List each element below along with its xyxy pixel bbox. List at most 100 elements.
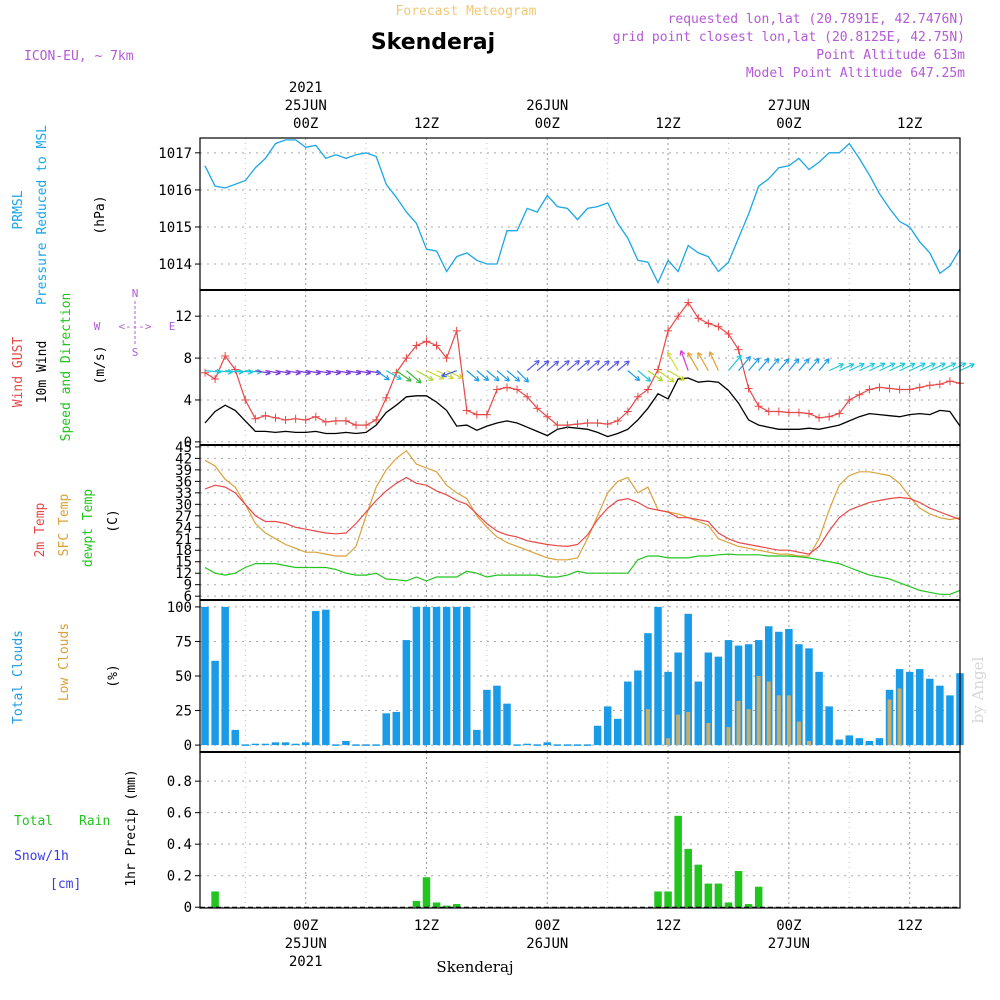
arrow-head-2 <box>709 351 714 356</box>
arrow-shaft <box>426 370 445 380</box>
arrow-shaft <box>516 370 529 383</box>
arrow-shaft <box>680 350 689 371</box>
precip-rain-label: Rain <box>79 814 110 829</box>
wind-direction-arrow <box>768 358 780 372</box>
arrow-head-2 <box>483 378 489 382</box>
wind-gust-marker <box>794 408 803 417</box>
arrow-shaft <box>405 370 422 384</box>
rain-bar <box>442 905 451 908</box>
wind-direction-arrow <box>687 352 699 371</box>
total-cloud-bar <box>261 743 270 746</box>
ytick-label-temperature: 12 <box>175 566 192 582</box>
total-cloud-bar <box>915 669 924 746</box>
arrow-head-1 <box>604 360 610 363</box>
total-cloud-bar <box>664 671 672 746</box>
wind-direction-arrow <box>838 362 855 372</box>
ytick-label-temperature: 42 <box>175 451 192 467</box>
arrow-head-1 <box>430 375 434 381</box>
wind-direction-arrow <box>667 370 685 381</box>
total-cloud-bar <box>905 671 914 746</box>
rain-bar <box>412 900 421 908</box>
wind-gust-marker <box>271 413 280 422</box>
arrow-shaft <box>687 352 699 371</box>
wind-gust-marker <box>583 419 592 428</box>
total-cloud-bar <box>654 606 662 746</box>
arrow-head-2 <box>406 379 412 382</box>
arrow-shaft <box>385 370 402 380</box>
precip-labels: Total Rain Snow/1h [cm] 1hr Precip (mm) <box>14 769 139 892</box>
total-cloud-bar <box>281 742 290 746</box>
wind-gust-marker <box>492 385 501 394</box>
total-cloud-bar <box>694 681 703 746</box>
total-cloud-bar <box>603 706 612 746</box>
arrow-head-1 <box>803 358 810 362</box>
wind-direction-arrow <box>818 358 830 372</box>
arrow-head-2 <box>757 357 760 364</box>
total-cloud-bar <box>815 671 823 746</box>
arrow-head-2 <box>325 372 331 376</box>
wind-direction-arrow <box>607 360 620 372</box>
wind-direction-arrow <box>405 370 422 384</box>
wind-direction-arrow <box>869 362 886 372</box>
wind-gust-marker <box>774 407 783 416</box>
wind-direction-arrow <box>738 355 751 372</box>
arrow-head-2 <box>473 379 480 382</box>
ytick-label-precip: 0.6 <box>167 806 192 822</box>
precip-snow-label: Snow/1h <box>14 849 69 864</box>
total-cloud-bar <box>483 689 491 746</box>
time-label-top: 12Z <box>414 116 439 132</box>
wind-gust-marker <box>412 341 421 350</box>
wind-direction-arrow <box>627 370 641 382</box>
total-cloud-bar <box>714 656 723 746</box>
arrow-head-1 <box>736 354 742 358</box>
wind-gust-marker <box>382 393 391 402</box>
arrow-head-2 <box>952 362 957 368</box>
total-cloud-bar <box>613 718 622 746</box>
arrow-head-2 <box>817 358 820 364</box>
wind-direction-arrow <box>666 351 679 371</box>
arrow-shaft <box>879 362 896 372</box>
time-label-top: 25JUN <box>285 98 327 114</box>
arrow-shaft <box>526 360 540 372</box>
total-cloud-bar <box>211 660 219 746</box>
wind-gust-marker <box>452 326 461 335</box>
wind-direction-arrow <box>728 354 742 372</box>
wind-direction-arrow <box>679 350 689 371</box>
arrow-head-2 <box>626 360 630 366</box>
wind-gust-marker <box>945 377 954 386</box>
time-label-bottom: 00Z <box>776 918 801 934</box>
rain-bar <box>744 904 753 908</box>
total-cloud-bar <box>865 740 874 746</box>
wind-direction-arrow <box>204 368 222 375</box>
temp-dewpt-label: dewpt Temp <box>81 489 96 567</box>
ytick-label-precip: 0 <box>184 900 192 916</box>
ytick-label-clouds: 0 <box>184 738 192 754</box>
arrow-shaft <box>849 363 865 372</box>
arrow-shaft <box>859 362 875 372</box>
arrow-head-2 <box>285 372 291 376</box>
arrow-shaft <box>899 362 916 372</box>
low-cloud-bar <box>897 688 902 746</box>
ytick-label-pressure: 1014 <box>158 257 192 273</box>
wind-direction-arrow <box>506 370 521 382</box>
arrow-head-2 <box>335 372 341 376</box>
arrow-head-1 <box>476 375 480 382</box>
wind-gust-marker <box>231 365 240 374</box>
wind-direction-arrow <box>959 363 975 372</box>
pressure-unit: (hPa) <box>93 195 108 234</box>
arrow-shaft <box>476 370 489 381</box>
station-name: Skenderaj <box>371 30 495 55</box>
wind-direction-arrow <box>879 362 896 372</box>
wind-gust-marker <box>251 414 260 423</box>
wind-gust-marker <box>895 385 904 394</box>
arrow-head-1 <box>671 377 675 383</box>
ytick-label-temperature: 45 <box>175 440 192 456</box>
wind-gust-marker <box>855 390 864 399</box>
arrow-head-1 <box>376 369 382 374</box>
arrow-head-2 <box>305 372 311 376</box>
arrow-shaft <box>758 358 770 372</box>
low-cloud-bar <box>756 676 761 746</box>
total-cloud-bar <box>231 729 239 746</box>
arrow-head-2 <box>256 371 262 375</box>
arrow-shaft <box>909 362 926 372</box>
